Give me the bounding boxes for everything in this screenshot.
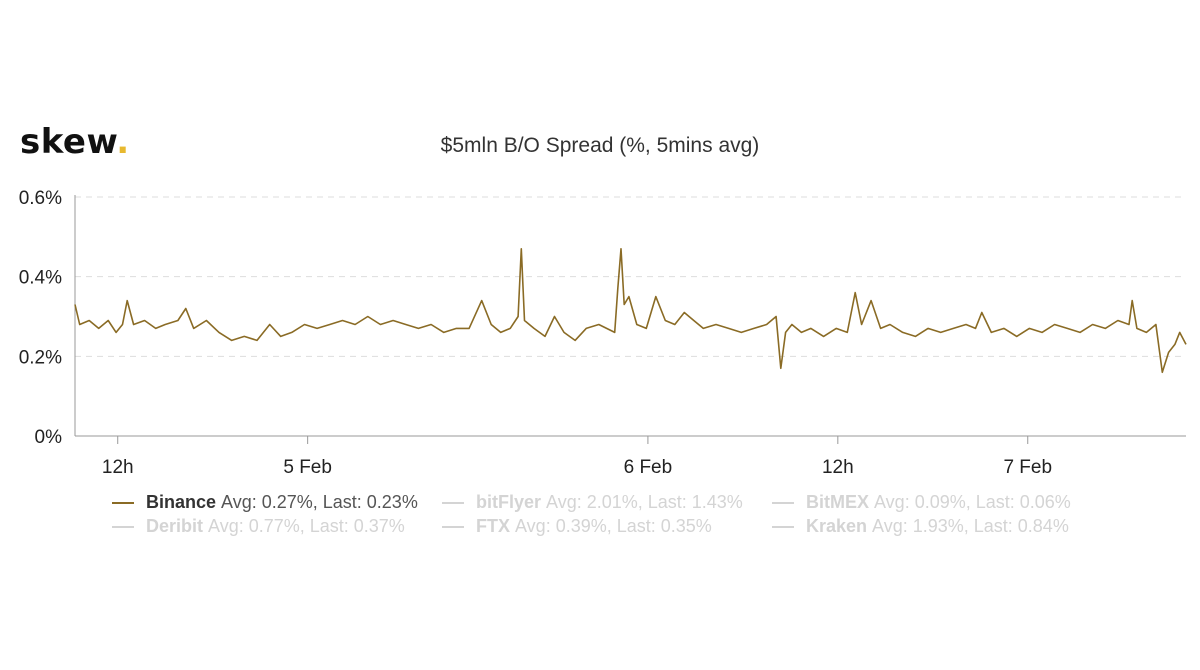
x-tick-label: 12h xyxy=(102,457,134,478)
x-tick-label: 5 Feb xyxy=(283,457,332,478)
chart-title: $5mln B/O Spread (%, 5mins avg) xyxy=(440,134,760,157)
x-tick-label: 7 Feb xyxy=(1003,457,1052,478)
legend-series-stats: Avg: 1.93%, Last: 0.84% xyxy=(872,516,1069,536)
legend-item-bitflyer[interactable]: bitFlyer Avg: 2.01%, Last: 1.43% xyxy=(442,492,743,513)
legend-swatch-bitmex xyxy=(772,501,794,504)
legend-swatch-deribit xyxy=(112,525,134,528)
legend-series-name: BitMEX xyxy=(806,492,869,512)
legend-series-stats: Avg: 0.77%, Last: 0.37% xyxy=(208,516,405,536)
legend-swatch-kraken xyxy=(772,525,794,528)
legend-item-bitmex[interactable]: BitMEX Avg: 0.09%, Last: 0.06% xyxy=(772,492,1071,513)
legend-swatch-ftx xyxy=(442,525,464,528)
y-tick-label: 0.6% xyxy=(19,188,62,209)
logo-text: skew xyxy=(20,122,117,162)
y-tick-label: 0.2% xyxy=(19,347,62,368)
legend-series-stats: Avg: 0.39%, Last: 0.35% xyxy=(515,516,712,536)
legend-series-stats: Avg: 0.27%, Last: 0.23% xyxy=(221,492,418,512)
legend-series-name: Kraken xyxy=(806,516,868,536)
legend-item-binance[interactable]: Binance Avg: 0.27%, Last: 0.23% xyxy=(112,492,418,513)
x-tick-label: 12h xyxy=(822,457,854,478)
series-line-binance xyxy=(74,248,1187,374)
legend-series-name: Binance xyxy=(146,492,217,512)
logo-dot: . xyxy=(116,122,130,162)
legend-series-name: Deribit xyxy=(146,516,204,536)
legend-item-ftx[interactable]: FTX Avg: 0.39%, Last: 0.35% xyxy=(442,516,712,537)
legend-series-stats: Avg: 2.01%, Last: 1.43% xyxy=(546,492,743,512)
legend-item-kraken[interactable]: Kraken Avg: 1.93%, Last: 0.84% xyxy=(772,516,1069,537)
legend-series-name: FTX xyxy=(476,516,510,536)
skew-logo: skew. xyxy=(20,122,130,162)
y-tick-label: 0.4% xyxy=(19,268,62,289)
legend-swatch-bitflyer xyxy=(442,501,464,504)
x-tick-label: 6 Feb xyxy=(624,457,673,478)
y-tick-label: 0% xyxy=(35,427,63,448)
legend-series-name: bitFlyer xyxy=(476,492,542,512)
legend-series-stats: Avg: 0.09%, Last: 0.06% xyxy=(874,492,1071,512)
legend-swatch-binance xyxy=(112,501,134,504)
legend-item-deribit[interactable]: Deribit Avg: 0.77%, Last: 0.37% xyxy=(112,516,405,537)
